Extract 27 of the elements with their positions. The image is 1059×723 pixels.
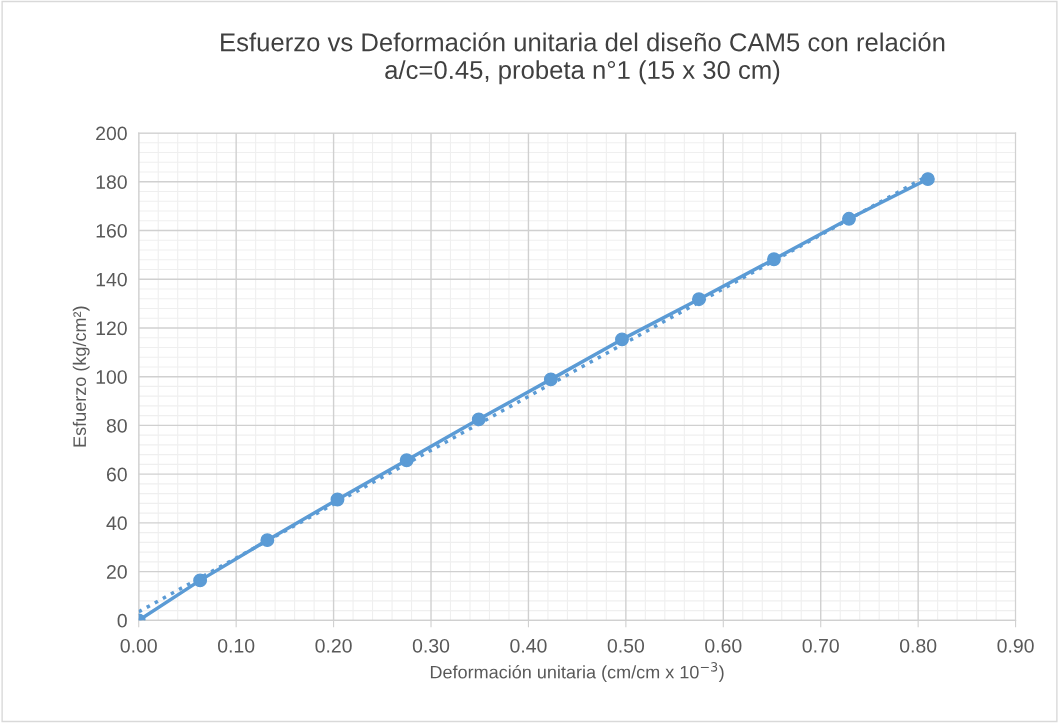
x-tick-label: 0.50: [607, 638, 645, 653]
x-tick-label: 0.70: [802, 638, 839, 653]
y-tick-label: 140: [96, 272, 127, 287]
y-tick-label: 20: [106, 565, 127, 579]
point: [920, 172, 935, 187]
x-axis-title: Deformación unitaria (cm/cm x 10$^{−3}$): [430, 662, 724, 683]
x-tick-label: 0.10: [218, 638, 255, 653]
y-tick-label: 120: [96, 321, 127, 336]
x-tick-label: 0.60: [705, 638, 742, 653]
x-tick-label: 0.30: [412, 638, 450, 653]
x-tick-label: 0.00: [120, 638, 157, 653]
y-tick-label: 160: [96, 223, 127, 238]
point: [842, 211, 856, 226]
point: [615, 332, 629, 347]
y-axis-title: Esfuerzo (kg/cm²): [72, 306, 90, 447]
chart-title: Esfuerzo vs Deformación unitaria del diseño CAM5 con relación a/c=0.45, probeta n°1 (15 x 30 cm): [221, 32, 945, 85]
y-tick-label: 200: [96, 126, 127, 141]
y-tick-label: 80: [106, 418, 127, 433]
y-tick-label: 60: [106, 467, 127, 482]
x-tick-label: 0.20: [315, 638, 352, 653]
y-tick-label: 100: [96, 370, 127, 384]
y-tick-label: 40: [106, 516, 127, 531]
x-tick-label: 0.40: [510, 638, 547, 653]
y-tick-label: 180: [96, 175, 127, 189]
y-tick-label: 0: [117, 613, 127, 628]
x-tick-label: 0.80: [899, 638, 937, 653]
x-tick-label: 0.90: [997, 638, 1034, 653]
